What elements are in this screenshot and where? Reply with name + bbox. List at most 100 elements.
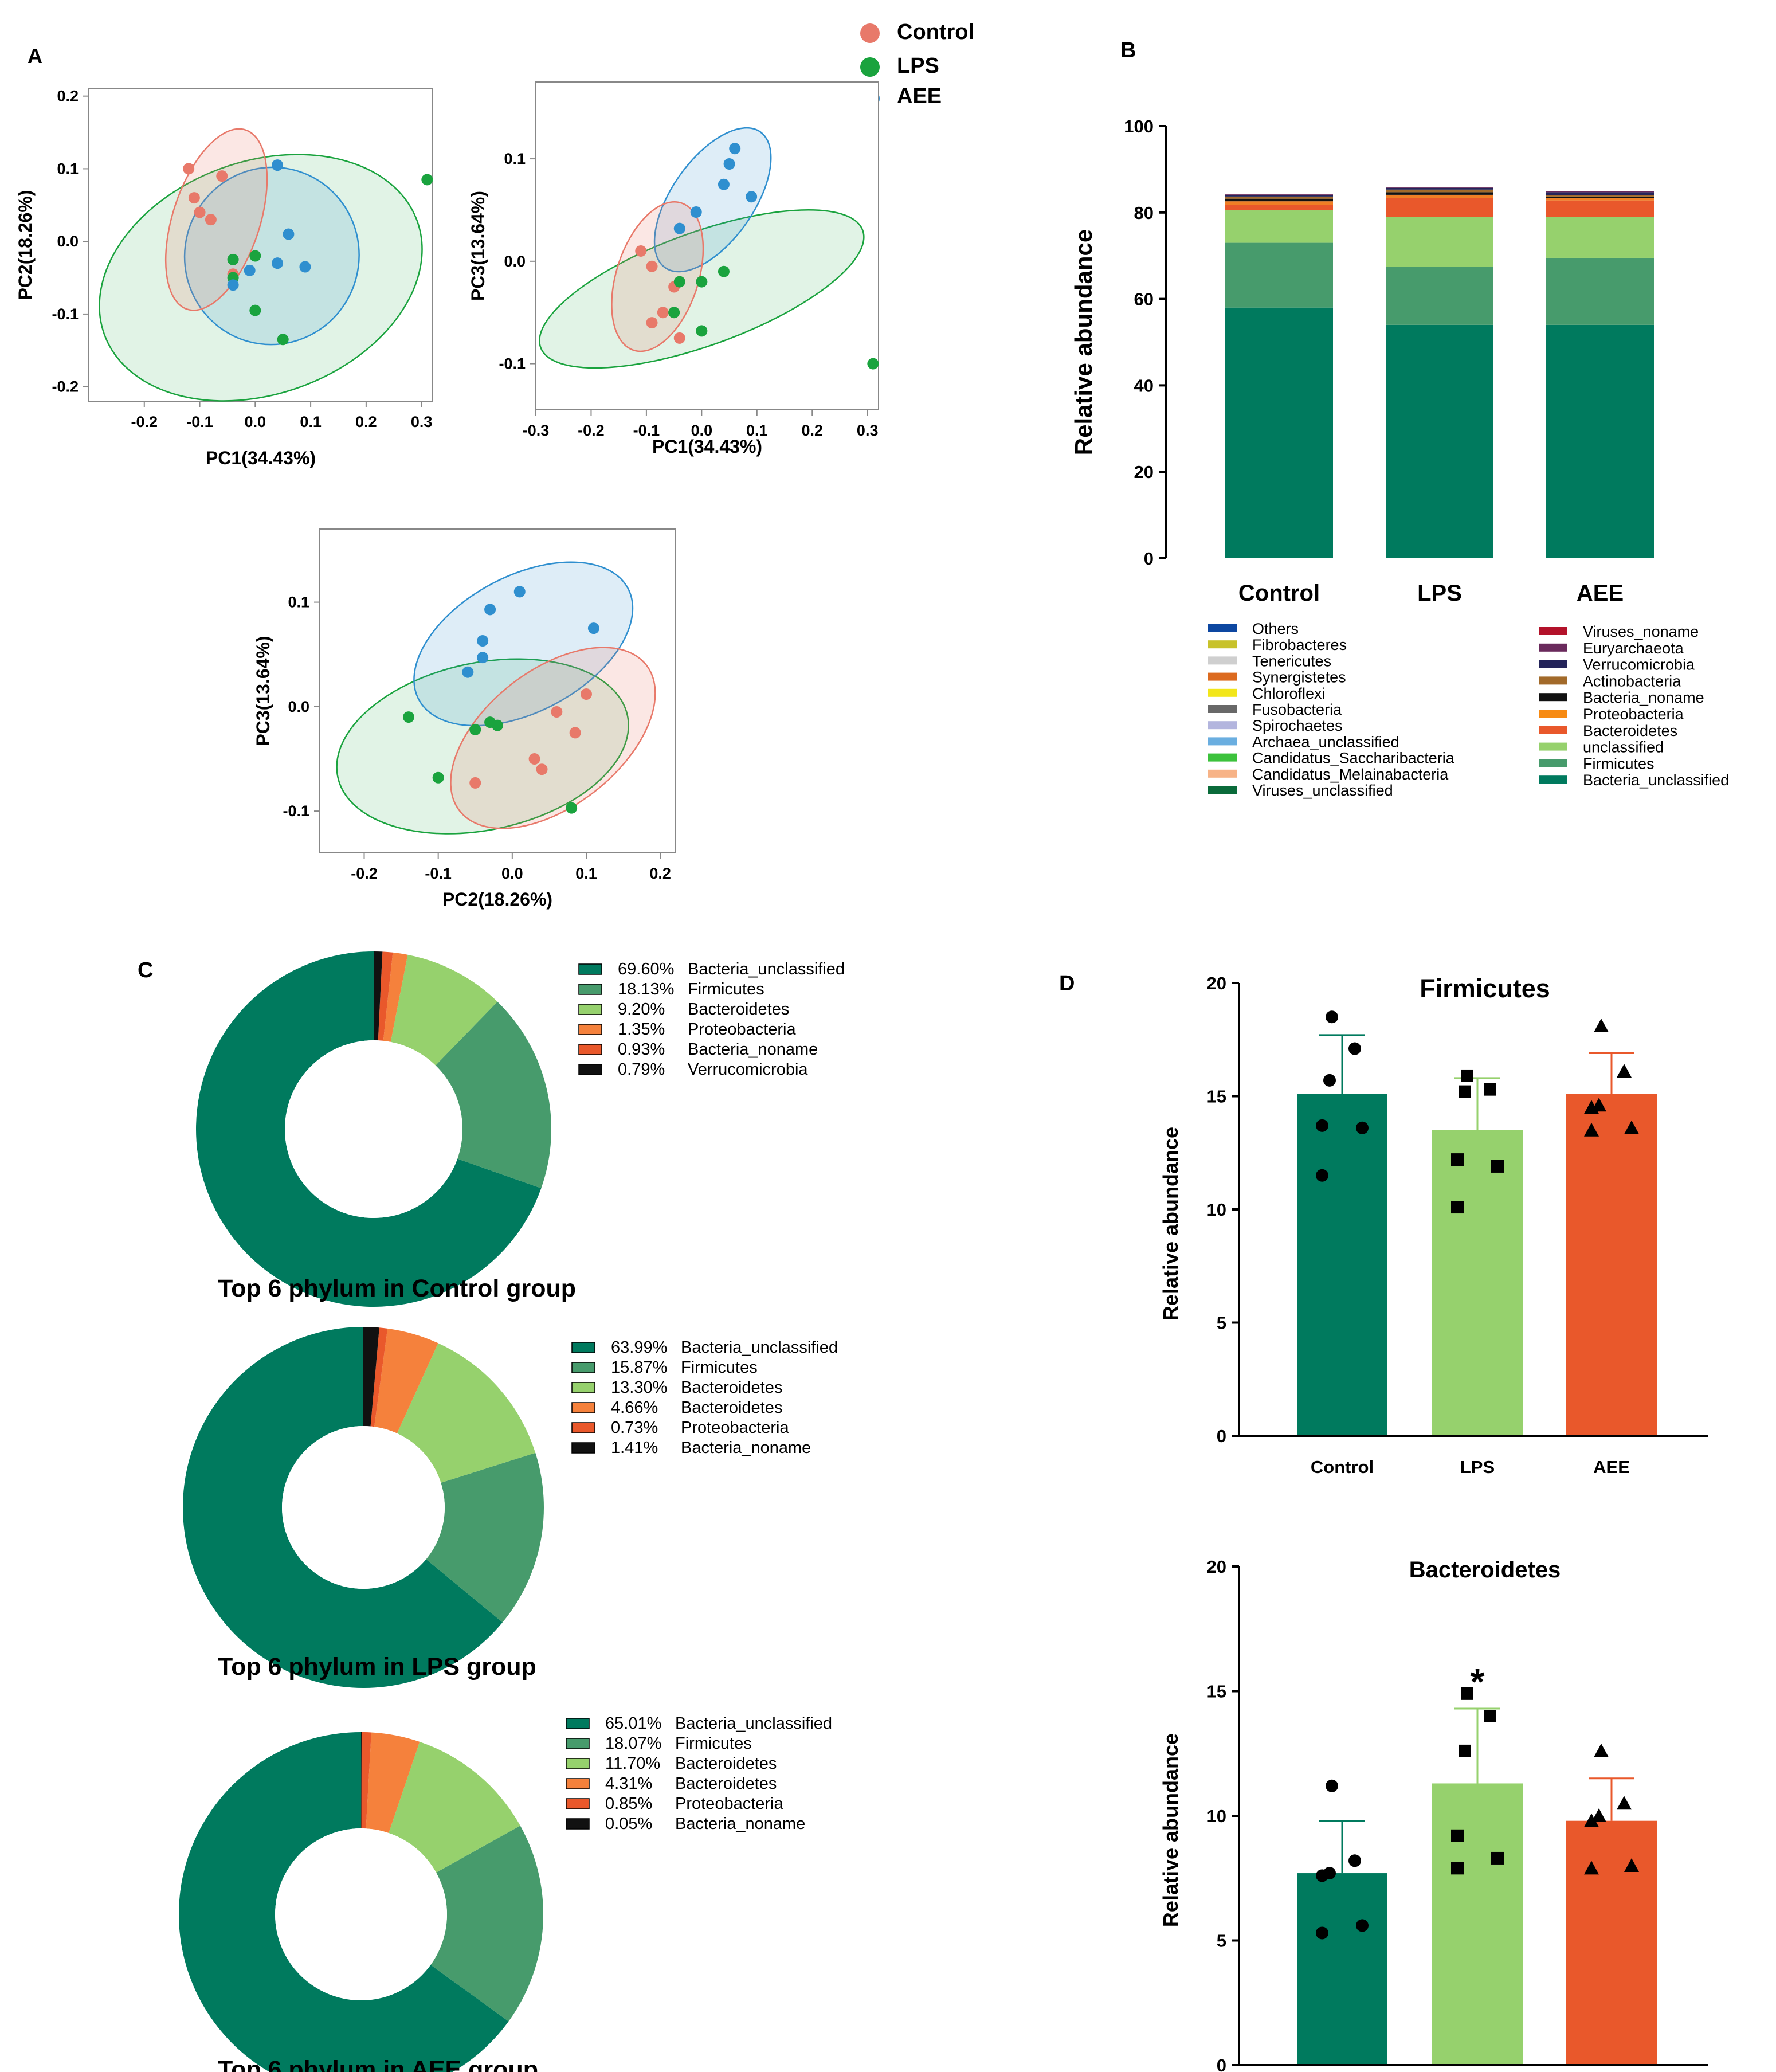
- data-point-lps: [696, 276, 708, 288]
- donut-slice-bacteria-unclassified: [195, 951, 542, 1307]
- data-point: [1451, 1829, 1464, 1842]
- data-point: [1584, 1813, 1599, 1827]
- legend-swatch: [1539, 775, 1567, 784]
- panel-label-a: A: [28, 44, 42, 68]
- y-tick-label: 0.1: [288, 594, 309, 611]
- legend-swatch: [1208, 753, 1237, 762]
- data-point-control: [551, 706, 563, 718]
- y-tick-label: 20: [1207, 973, 1226, 993]
- y-tick-label: 10: [1207, 1200, 1226, 1220]
- data-point: [1323, 1074, 1336, 1087]
- data-point-lps: [673, 276, 685, 288]
- data-point-control: [183, 163, 195, 175]
- donut-chart-aee: 65.01% Bacteria_unclassified 18.07% Firmicu…: [179, 1714, 832, 2072]
- y-tick-label: 0: [1144, 549, 1154, 569]
- x-category-label: AEE: [1593, 1457, 1630, 1477]
- data-point: [1617, 1064, 1632, 1078]
- legend-percent: 63.99%: [611, 1338, 667, 1357]
- data-point: [1316, 1869, 1328, 1882]
- data-point: [1316, 1169, 1328, 1182]
- x-tick-label: -0.2: [578, 422, 605, 439]
- data-point-aee: [272, 257, 284, 269]
- y-tick-label: 0.1: [57, 160, 79, 177]
- panel-label-c: C: [138, 958, 153, 982]
- y-axis-label: Relative abundance: [1070, 229, 1097, 455]
- data-point-control: [673, 332, 685, 344]
- data-point-control: [536, 763, 548, 775]
- legend-label: Bacteroidetes: [1583, 722, 1677, 739]
- confidence-ellipse-control: [611, 201, 704, 352]
- legend-label: Firmicutes: [1583, 755, 1655, 772]
- legend-label: unclassified: [1583, 739, 1664, 756]
- legend-label: Bacteroidetes: [675, 1775, 777, 1793]
- data-point-control: [581, 688, 592, 700]
- legend-label: Verrucomicrobia: [1583, 656, 1695, 673]
- stacked-segment-euryarchaeota: [1546, 191, 1654, 193]
- legend-label: Viruses_unclassified: [1252, 782, 1393, 799]
- x-tick-label: 0.1: [300, 413, 322, 430]
- legend-dot-lps: [860, 57, 880, 77]
- stacked-segment-proteobacteria: [1386, 194, 1493, 198]
- legend-swatch: [578, 1004, 602, 1015]
- y-tick-label: 5: [1217, 1313, 1226, 1333]
- legend-percent: 1.41%: [611, 1439, 658, 1457]
- stacked-segment-firmicutes: [1225, 242, 1333, 308]
- legend-swatch: [1208, 769, 1237, 778]
- x-tick-label: 0.2: [801, 422, 823, 439]
- y-tick-label: 20: [1207, 1557, 1226, 1577]
- y-tick-label: 0.2: [57, 88, 79, 105]
- x-category-label: Control: [1238, 581, 1320, 606]
- data-point: [1491, 1851, 1504, 1865]
- legend-percent: 0.85%: [605, 1795, 652, 1813]
- legend-percent: 0.73%: [611, 1419, 658, 1437]
- data-point-lps: [696, 325, 708, 337]
- bar-chart-firmicutes: Control LPS AEE 0 5 10 15 20 Firmicutes Relative …: [1159, 973, 1708, 1477]
- donut-chart-lps: 63.99% Bacteria_unclassified 15.87% Firmicu…: [183, 1327, 838, 1688]
- y-tick-label: 100: [1124, 116, 1154, 136]
- bar-aee: [1566, 1094, 1657, 1436]
- x-tick-label: -0.1: [186, 413, 213, 430]
- data-point-aee: [587, 622, 599, 634]
- x-tick-label: 0.3: [857, 422, 879, 439]
- data-point: [1326, 1010, 1338, 1024]
- legend-label: Bacteria_noname: [688, 1040, 818, 1059]
- y-axis-label: PC3(13.64%): [468, 191, 488, 301]
- legend-label: Bacteria_unclassified: [688, 960, 845, 978]
- x-tick-label: -0.2: [131, 413, 158, 430]
- legend-swatch: [571, 1422, 595, 1433]
- data-point-control: [646, 260, 658, 272]
- data-point-lps: [469, 723, 481, 735]
- donut-slice-bacteria-noname: [361, 1732, 362, 1829]
- donut-chart-control: 69.60% Bacteria_unclassified 18.13% Firmicu…: [195, 951, 845, 1307]
- y-tick-label: 10: [1207, 1806, 1226, 1826]
- legend-label: Bacteria_noname: [1583, 689, 1704, 706]
- legend-percent: 0.93%: [618, 1040, 665, 1059]
- stacked-segment-bacteroidetes: [1546, 200, 1654, 217]
- data-point-lps: [867, 358, 879, 370]
- legend-label: Proteobacteria: [1583, 706, 1684, 723]
- bar-lps: [1432, 1130, 1523, 1436]
- x-tick-label: -0.1: [633, 422, 660, 439]
- data-point: [1356, 1919, 1369, 1932]
- data-point-control: [569, 727, 581, 739]
- x-category-label: LPS: [1417, 581, 1462, 606]
- donut-slice-proteobacteria: [361, 1732, 371, 1829]
- data-point-aee: [718, 178, 730, 190]
- significance-marker: *: [1471, 1661, 1485, 1702]
- legend-swatch: [571, 1442, 595, 1454]
- stacked-segment-bacteria-noname: [1225, 198, 1333, 202]
- stacked-segment-unclassified: [1546, 217, 1654, 258]
- donut-slice-bacteroidetes: [390, 954, 498, 1066]
- data-point-aee: [673, 222, 685, 234]
- y-tick-label: 0: [1217, 2055, 1226, 2072]
- data-point: [1316, 1119, 1328, 1132]
- donut-slice-bacteroidetes: [374, 1328, 438, 1433]
- x-tick-label: 0.1: [746, 422, 768, 439]
- data-point-aee: [477, 635, 489, 647]
- legend-swatch: [1539, 676, 1567, 685]
- x-axis-label: PC1(34.43%): [206, 448, 316, 468]
- y-axis-label: PC2(18.26%): [15, 190, 36, 300]
- stacked-segment-bacteroidetes: [1225, 205, 1333, 211]
- data-point-control: [194, 206, 206, 218]
- donut-hole: [275, 1828, 447, 2000]
